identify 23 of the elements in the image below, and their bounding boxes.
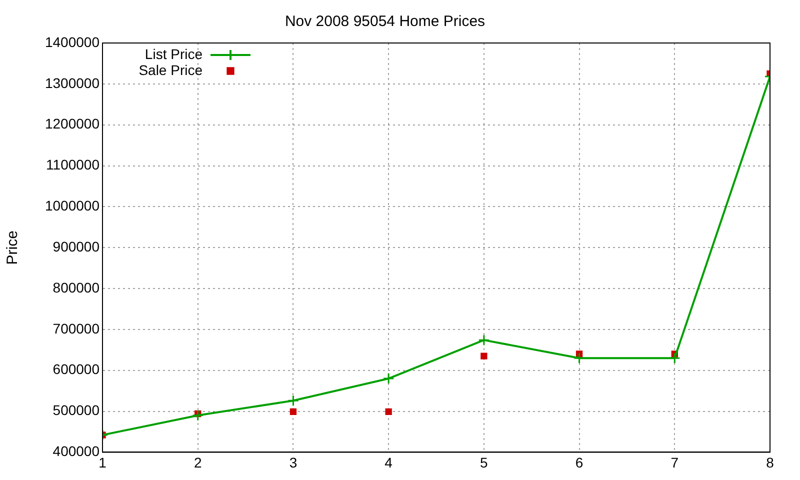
chart-title: Nov 2008 95054 Home Prices xyxy=(284,13,486,30)
y-tick-label: 900000 xyxy=(52,238,100,254)
y-tick-label: 600000 xyxy=(52,361,100,378)
x-tick-label: 7 xyxy=(670,454,679,470)
x-tick-label: 2 xyxy=(194,454,202,470)
x-tick-label: 8 xyxy=(766,454,774,470)
y-tick-label: 1300000 xyxy=(44,74,100,91)
y-tick-label: 1100000 xyxy=(46,156,100,173)
y-tick-label: 1200000 xyxy=(44,116,100,132)
y-tick-label: 800000 xyxy=(52,279,100,296)
x-tick-label: 1 xyxy=(98,454,107,470)
x-tick-label: 3 xyxy=(289,454,298,470)
y-axis-title: Price xyxy=(4,230,22,265)
y-tick-label: 700000 xyxy=(52,320,100,336)
x-tick-label: 5 xyxy=(480,454,488,470)
x-tick-label: 6 xyxy=(575,454,584,470)
legend-label: List Price xyxy=(144,46,203,62)
x-tick-label: 4 xyxy=(384,454,393,470)
legend-label: Sale Price xyxy=(138,62,203,78)
y-tick-label: 400000 xyxy=(52,443,100,460)
y-tick-label: 1000000 xyxy=(44,198,100,214)
y-tick-label: 1400000 xyxy=(44,34,100,50)
y-tick-label: 500000 xyxy=(52,402,100,418)
